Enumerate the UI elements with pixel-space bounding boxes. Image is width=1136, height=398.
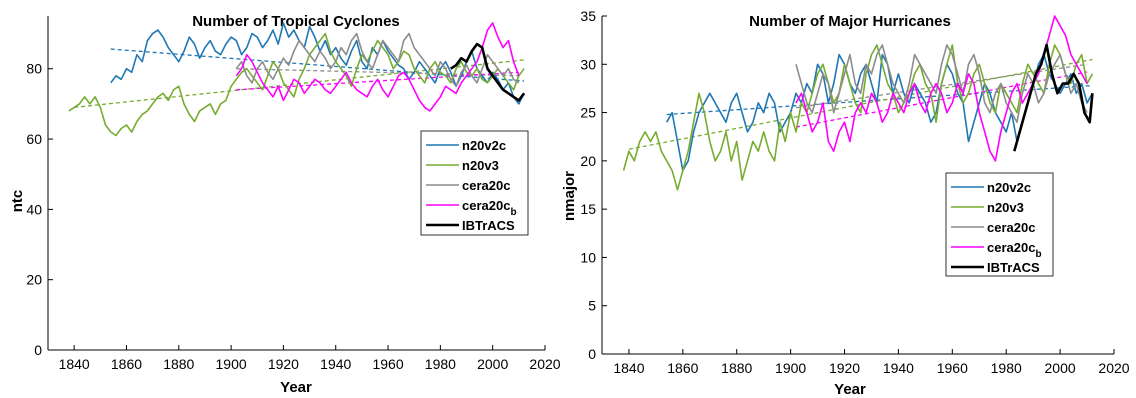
x-tick-label: 1980 — [991, 360, 1022, 376]
y-tick-label: 5 — [588, 298, 596, 314]
y-tick-label: 0 — [588, 346, 596, 362]
legend-label-cera20c: cera20c — [462, 178, 510, 193]
y-tick-label: 80 — [26, 61, 42, 77]
x-tick-label: 1880 — [721, 360, 752, 376]
x-axis-label: Year — [280, 379, 312, 396]
legend-label-cera20c: cera20c — [987, 220, 1035, 235]
x-tick-label: 1840 — [613, 360, 644, 376]
y-tick-label: 30 — [580, 56, 596, 72]
legend-label-n20v3: n20v3 — [987, 200, 1024, 215]
series-line-cera20c-b — [795, 15, 1088, 162]
legend-box — [945, 172, 1054, 277]
x-tick-label: 1960 — [937, 360, 968, 376]
y-tick-label: 10 — [580, 249, 596, 265]
x-tick-label: 2000 — [477, 356, 508, 372]
series-line-n20v3 — [68, 32, 525, 137]
x-tick-label: 1900 — [775, 360, 806, 376]
y-tick-label: 0 — [34, 342, 42, 358]
trend-line-n20v3 — [628, 58, 1093, 150]
x-tick-label: 1900 — [216, 356, 247, 372]
legend-box — [420, 130, 529, 236]
legend-label-cera20c-b: cera20cb — [462, 198, 517, 218]
y-tick-label: 60 — [26, 131, 42, 147]
chart-title: Number of Tropical Cyclones — [192, 13, 400, 30]
x-tick-label: 1920 — [268, 356, 299, 372]
series-line-n20v3 — [622, 44, 1094, 191]
trend-line-cera20c-b — [795, 71, 1088, 128]
x-tick-label: 1940 — [320, 356, 351, 372]
y-tick-label: 20 — [26, 272, 42, 288]
x-tick-label: 1980 — [425, 356, 456, 372]
chart-title: Number of Major Hurricanes — [749, 13, 951, 30]
x-tick-label: 1840 — [59, 356, 90, 372]
y-tick-label: 40 — [26, 201, 42, 217]
legend-label-n20v2c: n20v2c — [987, 180, 1031, 195]
x-tick-label: 1960 — [372, 356, 403, 372]
x-tick-label: 1860 — [667, 360, 698, 376]
x-tick-label: 2020 — [1098, 360, 1129, 376]
x-tick-label: 2000 — [1045, 360, 1076, 376]
legend-label-n20v2c: n20v2c — [462, 138, 506, 153]
major-hurricanes-chart: Number of Major Hurricanes Year nmajor 1… — [561, 8, 1130, 398]
y-tick-label: 15 — [580, 201, 596, 217]
trend-line-n20v2c — [666, 84, 1093, 116]
series-line-cera20c — [235, 32, 520, 88]
y-tick-label: 25 — [580, 105, 596, 121]
legend-label-cera20c-b: cera20cb — [987, 240, 1042, 260]
x-tick-label: 1920 — [829, 360, 860, 376]
tropical-cyclones-chart: Number of Tropical Cyclones Year ntc 184… — [9, 13, 561, 396]
legend-label-n20v3: n20v3 — [462, 158, 499, 173]
x-tick-label: 1860 — [111, 356, 142, 372]
trend-line-cera20c — [236, 68, 519, 77]
series-line-cera20c-b — [235, 22, 520, 112]
y-axis-label: ntc — [9, 190, 26, 213]
y-tick-label: 35 — [580, 8, 596, 24]
legend-label-IBTrACS: IBTrACS — [987, 260, 1040, 275]
x-tick-label: 1880 — [163, 356, 194, 372]
y-axis-label: nmajor — [561, 171, 578, 221]
y-tick-label: 20 — [580, 153, 596, 169]
x-tick-label: 2020 — [529, 356, 560, 372]
series-line-IBTrACS — [450, 42, 526, 102]
legend-label-IBTrACS: IBTrACS — [462, 218, 515, 233]
series-line-cera20c — [795, 44, 1088, 123]
series-line-IBTrACS — [1013, 43, 1094, 152]
x-axis-label: Year — [834, 381, 866, 398]
x-tick-label: 1940 — [883, 360, 914, 376]
